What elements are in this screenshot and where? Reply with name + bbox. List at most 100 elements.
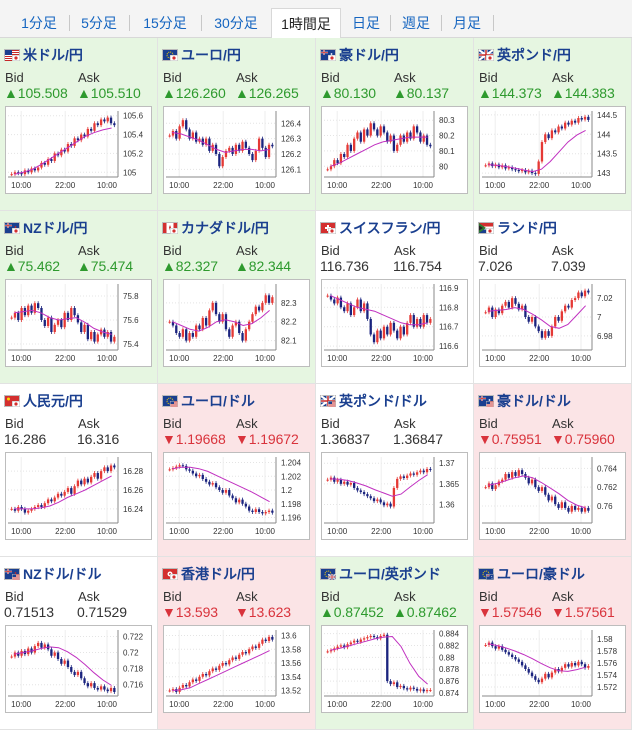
currency-pair-name: 豪ドル/円 [339,47,399,63]
candle-body [524,305,527,317]
jp-flag-icon [486,55,494,61]
bid-label: Bid [5,589,24,604]
tab-1[interactable]: 1分足 [21,15,57,31]
currency-pair-link[interactable]: 香港ドル/円 [162,565,255,583]
candle-body [339,153,343,164]
currency-card[interactable]: ユーロ/ドル Bid Ask ▼1.19668 ▼1.19672 1.204 1.202 1.… [158,384,316,557]
candle-body [63,660,66,664]
currency-card[interactable]: NZドル/ドル Bid Ask 0.71513 0.71529 0.722 0.72 0.71… [0,557,158,730]
currency-card[interactable]: ユーロ/豪ドル Bid Ask ▼1.57546 ▼1.57561 1.58 1.578 1.… [474,557,632,730]
currency-card[interactable]: 豪ドル/円 Bid Ask ▲80.130 ▲80.137 80.3 80.2 80.1 80 1… [316,38,474,211]
candle-body [17,312,20,320]
tab-5[interactable]: 1時間足 [271,8,341,39]
tab-3[interactable]: 15分足 [143,15,187,31]
currency-pair-link[interactable]: ランド/円 [478,219,557,237]
currency-card[interactable]: NZドル/円 Bid Ask ▲75.462 ▲75.474 75.8 75.6 75.4 10… [0,211,158,384]
price-chart[interactable]: 1.204 1.202 1.2 1.198 1.196 10:00 22:00 10:00 [163,452,310,540]
candle-body [70,308,73,320]
price-chart[interactable]: 1.58 1.578 1.576 1.574 1.572 10:00 22:00 10:00 [479,625,626,713]
au-flag-icon [320,49,336,61]
price-chart[interactable]: 1.37 1.365 1.36 10:00 22:00 10:00 [321,452,468,540]
currency-card[interactable]: 香港ドル/円 Bid Ask ▼13.593 ▼13.623 13.6 13.58 13.56… [158,557,316,730]
tab-4[interactable]: 30分足 [214,15,258,31]
candle-body [185,329,188,341]
candle-body [254,646,257,648]
x-tick-label: 10:00 [413,181,434,190]
currency-card[interactable]: ランド/円 Bid Ask 7.026 7.039 7.02 7 6.98 10:00 22:00… [474,211,632,384]
currency-pair-link[interactable]: ユーロ/豪ドル [478,565,585,583]
price-chart[interactable]: 75.8 75.6 75.4 10:00 22:00 10:00 [5,279,152,367]
candle-body [372,334,376,343]
ca-flag-icon [162,222,178,234]
currency-card[interactable]: ユーロ/円 Bid Ask ▲126.260 ▲126.265 126.4 126.3 126… [158,38,316,211]
candle-body [106,117,109,122]
currency-pair-link[interactable]: 人民元/円 [4,392,83,410]
price-chart[interactable]: 80.3 80.2 80.1 80 10:00 22:00 10:00 [321,106,468,194]
candle-body [208,671,211,676]
candle-body [63,149,66,152]
currency-pair-link[interactable]: NZドル/ドル [4,565,102,583]
price-chart[interactable]: 126.4 126.3 126.2 126.1 10:00 22:00 10:00 [163,106,310,194]
currency-pair-link[interactable]: ユーロ/英ポンド [320,565,441,583]
currency-pair-link[interactable]: 英ポンド/ドル [320,392,427,410]
currency-card[interactable]: 豪ドル/ドル Bid Ask ▼0.75951 ▼0.75960 0.764 0.762 0.… [474,384,632,557]
candle-body [520,170,524,172]
ask-label: Ask [552,70,574,85]
tab-2[interactable]: 5分足 [81,15,117,31]
price-chart[interactable]: 7.02 7 6.98 10:00 22:00 10:00 [479,279,626,367]
currency-pair-link[interactable]: 米ドル/円 [4,46,83,64]
currency-pair-link[interactable]: ユーロ/ドル [162,392,255,410]
candle-body [40,162,43,168]
price-chart[interactable]: 0.764 0.762 0.76 10:00 22:00 10:00 [479,452,626,540]
price-chart[interactable]: 144.5 144 143.5 143 10:00 22:00 10:00 [479,106,626,194]
bid-value: 7.026 [478,258,513,274]
candle-body [326,169,329,171]
candle-body [66,312,70,320]
ask-value: ▲75.474 [77,258,133,274]
price-chart[interactable]: 82.3 82.2 82.1 10:00 22:00 10:00 [163,279,310,367]
candle-body [211,302,214,311]
tab-8[interactable]: 月足 [453,15,481,31]
currency-card[interactable]: カナダドル/円 Bid Ask ▲82.327 ▲82.344 82.3 82.2 82.1 1… [158,211,316,384]
currency-card[interactable]: 英ポンド/円 Bid Ask ▲144.373 ▲144.383 144.5 144 143.… [474,38,632,211]
currency-pair-link[interactable]: 豪ドル/ドル [478,392,571,410]
currency-pair-link[interactable]: スイスフラン/円 [320,219,440,237]
candle-body [494,646,497,649]
ask-value: ▼1.19672 [235,431,299,447]
candle-body [271,510,274,513]
currency-card[interactable]: ユーロ/英ポンド Bid Ask ▲0.87452 ▲0.87462 0.884 0.882… [316,557,474,730]
tab-6[interactable]: 日足 [352,15,380,31]
candle-body [36,303,40,308]
currency-pair-link[interactable]: カナダドル/円 [162,219,269,237]
candle-body [514,169,517,171]
price-chart[interactable]: 105.6 105.4 105.2 105 10:00 22:00 10:00 [5,106,152,194]
currency-pair-link[interactable]: ユーロ/円 [162,46,241,64]
candle-body [379,635,382,639]
candle-body [218,665,221,670]
currency-card[interactable]: スイスフラン/円 Bid Ask 116.736 116.754 116.9 116.8 11… [316,211,474,384]
candle-body [507,167,511,169]
currency-pair-link[interactable]: NZドル/円 [4,219,88,237]
price-chart[interactable]: 0.722 0.72 0.718 0.716 10:00 22:00 10:00 [5,625,152,713]
currency-card[interactable]: 米ドル/円 Bid Ask ▲105.508 ▲105.510 105.6 105.4 105… [0,38,158,211]
price-chart-svg: 16.28 16.26 16.24 10:00 22:00 10:00 [8,457,144,536]
price-chart[interactable]: 16.28 16.26 16.24 10:00 22:00 10:00 [5,452,152,540]
price-chart[interactable]: 0.884 0.882 0.88 0.878 0.876 0.874 10:00 22:00 1… [321,625,468,713]
currency-pair-link[interactable]: 豪ドル/円 [320,46,399,64]
currency-card[interactable]: 人民元/円 Bid Ask 16.286 16.316 16.28 16.26 16.24 10… [0,384,158,557]
candle-body [181,329,185,337]
price-chart[interactable]: 116.9 116.8 116.7 116.6 10:00 22:00 10:00 [321,279,468,367]
price-chart[interactable]: 13.6 13.58 13.56 13.54 13.52 10:00 22:00 10:00 [163,625,310,713]
candle-body [36,505,40,507]
y-tick-label: 7 [597,313,602,322]
candle-body [103,467,106,472]
candle-body [520,305,524,310]
candle-body [185,120,188,130]
currency-card[interactable]: 英ポンド/ドル Bid Ask 1.36837 1.36847 1.37 1.365 1.36… [316,384,474,557]
candle-body [56,493,60,498]
bid-label: Bid [163,243,182,258]
candle-body [343,307,346,312]
candle-body [96,473,99,479]
currency-pair-link[interactable]: 英ポンド/円 [478,46,571,64]
tab-7[interactable]: 週足 [402,15,430,31]
